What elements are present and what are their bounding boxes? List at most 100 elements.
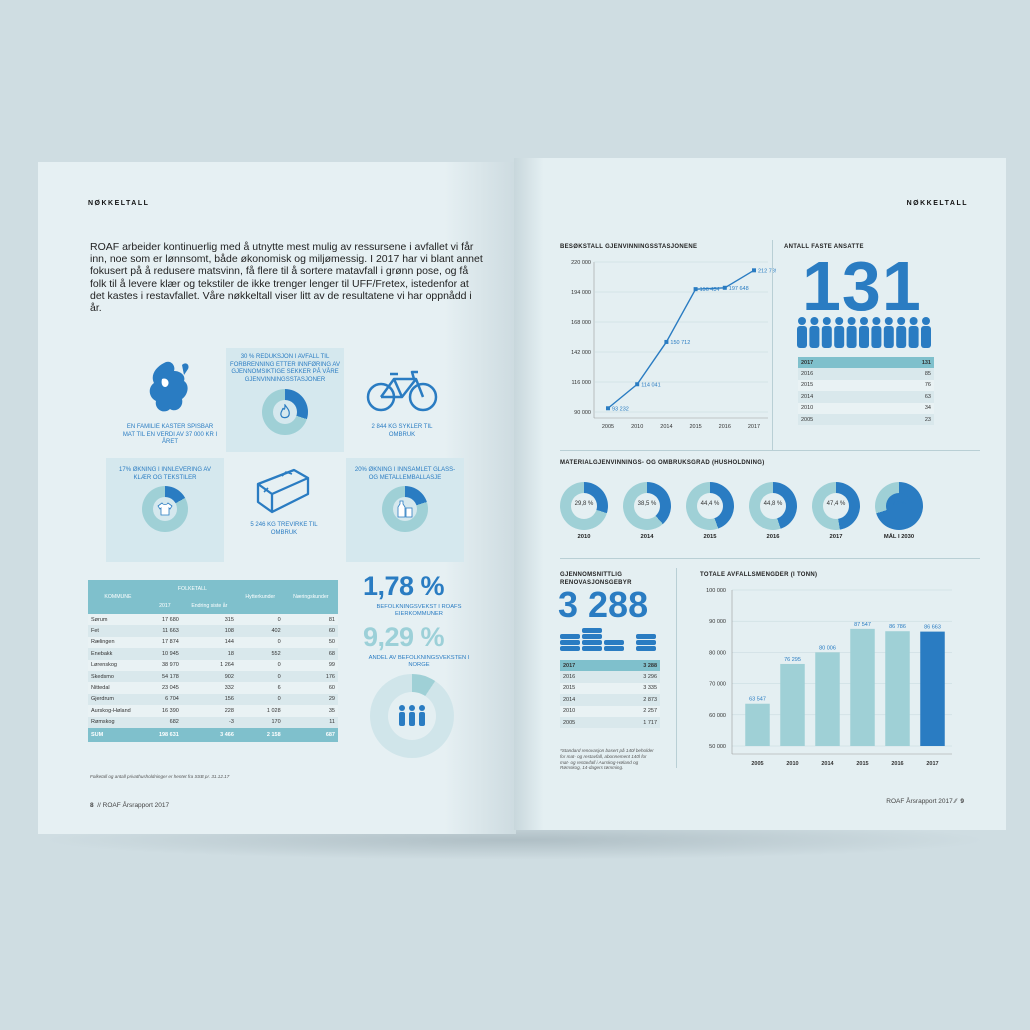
staff-table: 2017 131 2016 85 2015 76 2014 63 2010 34 2005 23 (798, 357, 934, 426)
data-point (722, 285, 727, 290)
population-table-cell: 0 (236, 614, 284, 626)
footer-right: ROAF Årsrapport 2017 ⁄⁄ 9 (886, 798, 964, 805)
recycle-donut: 70 % (875, 482, 923, 530)
x-tick-label: 2014 (660, 424, 672, 430)
population-sum-row: SUM 198 631 3 466 2 158 687 (88, 727, 338, 742)
population-table-cell: 17 874 (147, 636, 182, 649)
recycle-year: 2010 (577, 534, 591, 540)
section-tag-right: NØKKELTALL (906, 200, 968, 207)
share-donut (370, 674, 454, 758)
population-table-cell: 0 (236, 659, 284, 671)
th-hytte: Hytterkunder (236, 580, 284, 614)
x-tick-label: 2015 (689, 424, 701, 430)
population-table-cell: Nittedal (88, 682, 148, 694)
bar-label: 86 663 (924, 625, 941, 631)
bar-label: 80 006 (819, 645, 836, 651)
population-table: KOMMUNE FOLKETALL Hytterkunder Næringsku… (88, 580, 338, 742)
fact-wood-text: 5 246 KG TREVIRKE TIL OMBRUK (250, 522, 318, 536)
y-tick-label: 80 000 (709, 650, 726, 656)
visits-line (607, 269, 755, 409)
person-icon (846, 317, 857, 348)
population-table-cell: 6 704 (147, 693, 182, 706)
population-table-cell: 18 (181, 648, 237, 660)
population-table-cell: 170 (236, 716, 284, 728)
fee-table-row: 2015 3 335 (560, 682, 660, 695)
bar-label: 76 295 (784, 657, 801, 663)
population-table-cell: 0 (236, 693, 284, 706)
population-table-cell: Aurskog-Høland (88, 705, 148, 717)
bar-label: 63 547 (749, 697, 766, 703)
population-table-cell: 156 (181, 693, 237, 706)
person-icon (896, 317, 907, 348)
staff-count: 131 (802, 247, 922, 325)
data-label: 114 041 (641, 382, 660, 388)
population-table-row: Lørenskog 38 970 1 264 0 99 (88, 659, 338, 671)
population-note: Folketall og antall privathusholdninger … (90, 774, 230, 779)
data-point (693, 287, 698, 292)
y-tick-label: 142 000 (571, 350, 591, 356)
population-table-cell: 81 (283, 614, 338, 626)
data-label: 150 712 (670, 340, 690, 346)
bar-label: 87 547 (854, 622, 871, 628)
th-kommune: KOMMUNE (88, 580, 148, 614)
right-page: NØKKELTALL BESØKSTALL GJENVINNINGSSTASJO… (514, 158, 1006, 830)
staff-table-cell: 76 (872, 379, 934, 392)
population-table-cell: 902 (181, 670, 237, 683)
recycle-year: 2014 (640, 534, 654, 540)
th-endring: Endring siste år (181, 597, 237, 614)
fee-table-cell: 2 873 (608, 694, 660, 706)
population-table-cell: 16 390 (147, 705, 182, 717)
population-table-cell: 23 045 (147, 682, 182, 694)
recycle-pct: 29,8 % (574, 501, 594, 507)
population-table-cell: Skedsmo (88, 670, 148, 683)
recycle-pct: 44,8 % (763, 501, 783, 507)
staff-table-row: 2017 131 (798, 357, 934, 369)
glass-donut (382, 486, 428, 532)
staff-table-cell: 85 (872, 368, 934, 380)
fact-glass-text: 20% ØKNING I INNSAMLET GLASS- OG METALLE… (354, 467, 456, 481)
person-icon (921, 317, 931, 348)
recycle-donut: 38,5 % (623, 482, 671, 530)
population-table-cell: 50 (283, 636, 338, 649)
y-tick-label: 100 000 (706, 588, 726, 594)
fact-food-text: EN FAMILIE KASTER SPISBAR MAT TIL EN VER… (122, 424, 218, 445)
recycle-donut: 29,8 % (560, 482, 608, 530)
divider (560, 450, 980, 451)
population-table-cell: 176 (283, 670, 338, 683)
norway-share-pct: 9,29 % (363, 622, 445, 652)
population-table-cell: 11 663 (147, 625, 182, 637)
population-table-cell: 228 (181, 705, 237, 717)
population-table-cell: 35 (283, 705, 338, 717)
population-table-cell: 60 (283, 682, 338, 694)
staff-table-cell: 2005 (798, 413, 873, 426)
fact-textiles-text: 17% ØKNING I INNLEVERING AV KLÆR OG TEKS… (119, 467, 211, 481)
fee-table-cell: 2015 (560, 682, 608, 695)
recycle-pct: 47,4 % (826, 501, 846, 507)
fee-table-cell: 1 717 (608, 716, 660, 729)
staff-table-row: 2005 23 (798, 413, 934, 426)
recycle-year: MÅL I 2030 (883, 534, 915, 540)
page-number-left: 8 (90, 802, 94, 809)
population-table-cell: 10 945 (147, 648, 182, 660)
x-tick-label: 2016 (891, 761, 903, 767)
staff-table-cell: 2010 (798, 402, 873, 414)
y-tick-label: 60 000 (709, 713, 726, 719)
population-table-row: Aurskog-Høland 16 390 228 1 028 35 (88, 705, 338, 717)
population-table-cell: 552 (236, 648, 284, 660)
recycle-donut: 47,4 % (812, 482, 860, 530)
person-icon (883, 317, 894, 348)
tshirt-icon (157, 502, 173, 516)
divider (560, 558, 980, 559)
person-icon (797, 317, 807, 348)
intro-text: ROAF arbeider kontinuerlig med å utnytte… (90, 241, 483, 315)
person-icon (834, 317, 845, 348)
recycle-pct: 70 % (892, 501, 906, 507)
y-tick-label: 50 000 (709, 744, 726, 750)
bar (780, 663, 805, 746)
population-sum-cell: SUM (88, 727, 148, 742)
population-table-cell: 54 178 (147, 670, 182, 683)
staff-table-cell: 2014 (798, 391, 873, 403)
person-icon (809, 317, 820, 348)
population-table-row: Fet 11 663 108 402 60 (88, 625, 338, 637)
fact-bikes-text: 2 844 KG SYKLER TIL OMBRUK (371, 424, 433, 438)
